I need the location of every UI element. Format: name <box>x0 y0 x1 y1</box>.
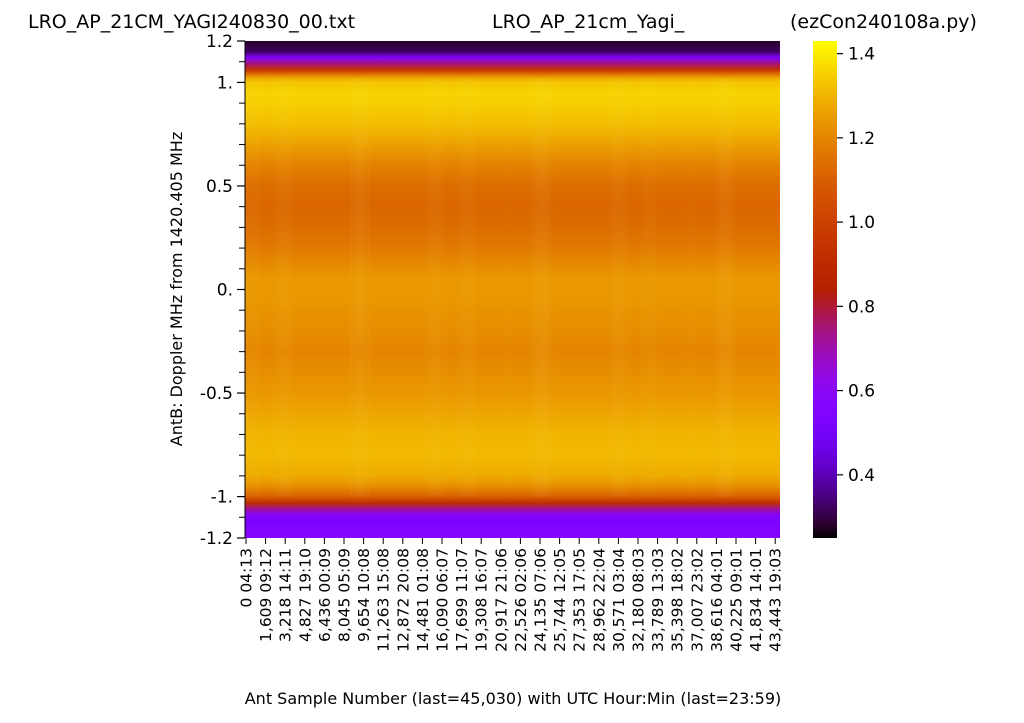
x-tick-label: 12,872 20:08 <box>394 548 412 652</box>
y-axis-label: AntB: Doppler MHz from 1420.405 MHz <box>167 132 186 447</box>
x-tick-label: 25,744 12:05 <box>551 548 569 652</box>
heatmap-column-highlight <box>690 78 695 496</box>
x-tick-label: 17,699 11:07 <box>453 548 471 652</box>
heatmap-column-highlight <box>465 78 470 497</box>
x-tick-label: 6,436 00:09 <box>316 548 334 642</box>
x-tick-label: 35,398 18:02 <box>669 548 687 652</box>
x-tick-label: 0 04:13 <box>238 548 256 607</box>
y-tick-label: -0.5 <box>200 384 233 404</box>
y-axis: 1.2 1. 0.5 0. -0.5 -1. -1.2 <box>200 32 246 549</box>
heatmap-column-highlight <box>270 78 275 496</box>
heatmap-column-highlight <box>725 78 730 497</box>
y-tick-label: 1. <box>217 73 233 93</box>
x-tick-label: 11,263 15:08 <box>375 548 393 652</box>
heatmap-column-highlight <box>545 78 550 497</box>
heatmap-area <box>245 41 780 538</box>
heatmap-column-highlight <box>645 78 650 496</box>
colorbar: 1.4 1.2 1.0 0.8 0.6 0.4 <box>813 41 875 538</box>
heatmap-column-highlight <box>360 78 365 497</box>
colorbar-tick-label: 1.0 <box>848 213 875 233</box>
heatmap-column-highlight <box>435 78 440 497</box>
heatmap-column-highlight <box>730 78 735 496</box>
colorbar-fill <box>813 41 837 538</box>
y-tick-label: -1.2 <box>200 529 233 549</box>
y-tick-label: 0. <box>217 281 233 301</box>
heatmap-column-highlight <box>355 78 360 497</box>
heatmap-column-highlight <box>550 78 555 496</box>
x-tick-label: 1,609 09:12 <box>257 548 275 642</box>
x-tick-label: 22,526 02:06 <box>512 548 530 652</box>
x-tick-label: 19,308 16:07 <box>473 548 491 652</box>
heatmap-column-highlight <box>350 78 355 497</box>
x-tick-label: 37,007 23:02 <box>688 548 706 652</box>
heatmap-column-highlight <box>365 78 370 496</box>
heatmap-column-highlight <box>245 78 250 496</box>
heatmap-column-highlight <box>275 78 280 496</box>
chart-title-right: (ezCon240108a.py) <box>790 11 977 33</box>
x-tick-label: 28,962 22:04 <box>590 548 608 652</box>
x-tick-label: 27,353 17:05 <box>571 548 589 652</box>
colorbar-axis: 1.4 1.2 1.0 0.8 0.6 0.4 <box>837 45 875 486</box>
heatmap-column-highlight <box>540 78 545 497</box>
x-tick-label: 43,443 19:03 <box>767 548 785 652</box>
colorbar-tick-label: 0.4 <box>848 466 875 486</box>
x-tick-label: 3,218 14:11 <box>277 548 295 642</box>
heatmap-column-highlight <box>720 78 725 497</box>
heatmap-column-highlight <box>255 78 260 496</box>
chart-title-left: LRO_AP_21CM_YAGI240830_00.txt <box>28 11 355 33</box>
chart-title-center: LRO_AP_21cm_Yagi_ <box>492 11 685 33</box>
x-tick-label: 16,090 06:07 <box>434 548 452 652</box>
colorbar-tick-label: 1.2 <box>848 129 875 149</box>
x-tick-label: 30,571 03:04 <box>610 548 628 652</box>
heatmap-column-highlight <box>610 78 615 497</box>
heatmap-column-highlight <box>285 78 290 497</box>
y-tick-label: 1.2 <box>206 32 233 52</box>
x-tick-label: 38,616 04:01 <box>708 548 726 652</box>
heatmap-column-highlight <box>280 78 285 497</box>
heatmap-column-highlight <box>455 78 460 496</box>
x-axis-label: Ant Sample Number (last=45,030) with UTC… <box>245 689 782 708</box>
x-tick-label: 14,481 01:08 <box>414 548 432 652</box>
heatmap-column-highlight <box>430 78 435 497</box>
x-tick-label: 20,917 21:06 <box>492 548 510 652</box>
x-tick-label: 41,834 14:01 <box>747 548 765 652</box>
heatmap-column-highlight <box>440 78 445 496</box>
x-tick-label: 4,827 19:10 <box>296 548 314 642</box>
x-tick-label: 32,180 08:03 <box>630 548 648 652</box>
heatmap-fill <box>245 41 780 538</box>
heatmap-column-highlight <box>715 78 720 497</box>
colorbar-tick-label: 0.8 <box>848 297 875 317</box>
colorbar-tick-label: 0.6 <box>848 382 875 402</box>
heatmap-column-highlight <box>470 78 475 496</box>
heatmap-column-highlight <box>655 78 660 496</box>
x-axis: 0 04:13 1,609 09:12 3,218 14:11 4,827 19:10… <box>238 538 785 652</box>
heatmap-column-highlight <box>530 78 535 496</box>
y-tick-label: -1. <box>211 488 233 508</box>
heatmap-column-highlight <box>620 78 625 497</box>
heatmap-column-highlight <box>640 78 645 496</box>
y-tick-label: 0.5 <box>206 177 233 197</box>
heatmap-column-highlight <box>460 78 465 496</box>
x-tick-label: 33,789 13:03 <box>649 548 667 652</box>
heatmap-column-highlight <box>535 78 540 497</box>
heatmap-time-variation <box>245 78 735 497</box>
heatmap-column-highlight <box>290 78 295 496</box>
heatmap-column-highlight <box>615 78 620 497</box>
heatmap-column-highlight <box>505 78 510 496</box>
colorbar-tick-label: 1.4 <box>848 45 875 65</box>
x-tick-label: 8,045 05:09 <box>336 548 354 642</box>
x-tick-label: 40,225 09:01 <box>728 548 746 652</box>
heatmap-column-highlight <box>425 78 430 496</box>
x-tick-label: 24,135 07:06 <box>532 548 550 652</box>
heatmap-column-highlight <box>250 78 255 497</box>
x-tick-label: 9,654 10:08 <box>355 548 373 642</box>
heatmap-column-highlight <box>650 78 655 496</box>
heatmap-column-highlight <box>685 78 690 496</box>
heatmap-column-highlight <box>625 78 630 496</box>
